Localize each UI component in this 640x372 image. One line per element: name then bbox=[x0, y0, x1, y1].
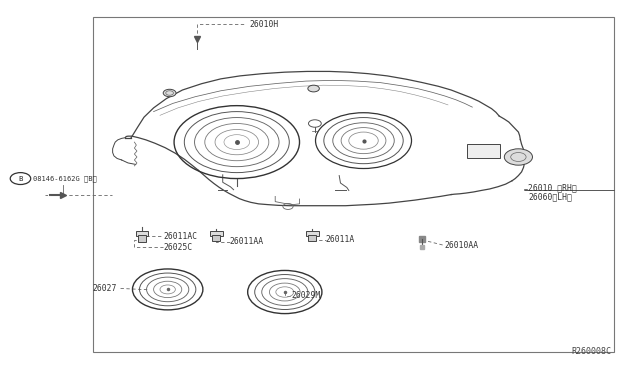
Text: R260008C: R260008C bbox=[571, 347, 611, 356]
Bar bbox=[210, 231, 223, 236]
Text: 26029M: 26029M bbox=[292, 291, 321, 300]
Circle shape bbox=[504, 149, 532, 165]
Text: 08146-6162G 〈B〉: 08146-6162G 〈B〉 bbox=[33, 175, 97, 182]
Bar bbox=[138, 235, 146, 242]
Text: 26011AC: 26011AC bbox=[163, 232, 197, 241]
Text: 26060〈LH〉: 26060〈LH〉 bbox=[528, 192, 572, 201]
Text: 26011A: 26011A bbox=[325, 235, 355, 244]
Text: 26025C: 26025C bbox=[163, 243, 193, 252]
Bar bbox=[212, 235, 220, 241]
Bar bbox=[93, 17, 614, 352]
Text: 26010AA: 26010AA bbox=[445, 241, 479, 250]
Bar bbox=[467, 144, 500, 158]
Bar bbox=[308, 235, 316, 241]
Circle shape bbox=[163, 89, 176, 97]
Text: 26011AA: 26011AA bbox=[229, 237, 263, 246]
Circle shape bbox=[308, 85, 319, 92]
Text: B: B bbox=[19, 176, 22, 182]
Text: 26010H: 26010H bbox=[250, 20, 279, 29]
Text: 26027: 26027 bbox=[93, 284, 117, 293]
Text: 26010 〈RH〉: 26010 〈RH〉 bbox=[528, 184, 577, 193]
Bar bbox=[306, 231, 319, 236]
Bar bbox=[136, 231, 148, 236]
